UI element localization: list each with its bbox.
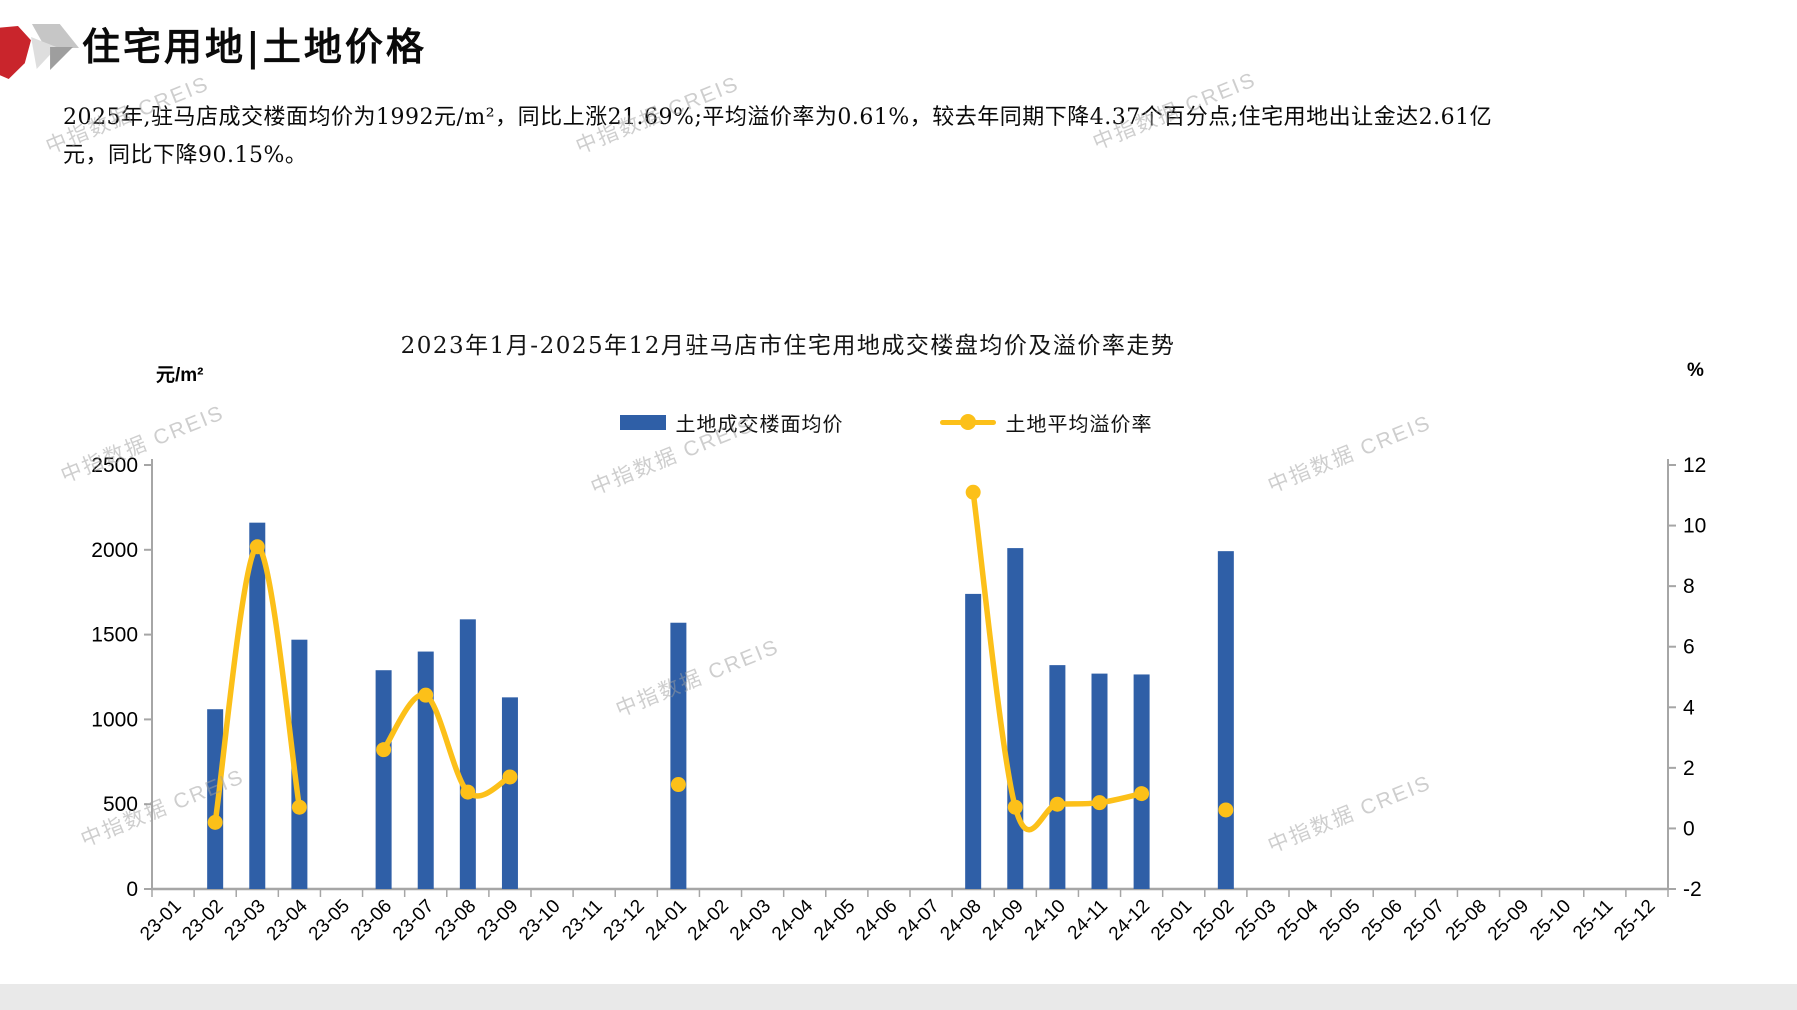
line-marker-23-04 [291,799,307,815]
x-axis-label: 23-08 [431,896,480,945]
bar-23-06 [375,670,392,889]
line-marker-icon [959,414,976,430]
left-axis-unit-label: 元/m² [156,365,204,386]
x-axis-label: 25-02 [1189,896,1238,945]
line-marker-25-02 [1218,802,1234,818]
left-axis-tick-label: 0 [126,878,138,901]
bar-23-08 [459,619,476,889]
footer-bar [0,984,1797,1010]
line-marker-24-01 [670,777,686,793]
x-axis-label: 25-10 [1526,896,1575,945]
x-axis-label: 24-09 [979,896,1028,945]
bar-23-04 [291,639,308,889]
chart-legend: 土地成交楼面均价 土地平均溢价率 [0,408,1772,437]
x-axis-label: 25-09 [1484,896,1533,945]
line-marker-23-06 [376,742,392,758]
right-axis-tick-label: -2 [1683,878,1702,901]
x-axis-label: 23-06 [347,896,396,945]
bar-25-02 [1217,551,1234,889]
x-axis-label: 24-07 [894,896,943,945]
left-axis-tick-label: 1000 [91,708,138,731]
x-axis-label: 23-07 [389,896,438,945]
right-axis-unit-label: % [1687,360,1704,381]
x-axis-label: 24-03 [726,896,775,945]
bar-23-07 [417,651,434,889]
x-axis-label: 24-10 [1021,896,1070,945]
x-axis-label: 23-05 [305,896,354,945]
chart-title: 2023年1月-2025年12月驻马店市住宅用地成交楼盘均价及溢价率走势 [400,333,1176,359]
x-axis-label: 24-08 [936,896,985,945]
line-series-swatch-icon [939,414,996,430]
x-axis-label: 25-12 [1610,896,1659,945]
x-axis-label: 24-05 [810,896,859,945]
bar-23-09 [501,697,518,889]
bar-series-label: 土地成交楼面均价 [675,411,844,436]
x-axis-label: 23-09 [473,896,522,945]
left-axis-tick-label: 2500 [91,454,138,477]
line-marker-23-09 [502,769,518,785]
line-series-label: 土地平均溢价率 [1005,411,1153,436]
x-axis-label: 24-06 [852,896,901,945]
x-axis-label: 23-10 [515,896,564,945]
right-axis-tick-label: 6 [1683,636,1695,659]
line-marker-23-08 [460,784,476,800]
x-axis-label: 23-01 [136,896,185,945]
right-axis-tick-label: 4 [1683,696,1695,719]
bar-24-09 [1007,548,1024,889]
x-axis-label: 24-04 [768,895,818,945]
premium-rate-line [380,691,513,799]
x-axis-label: 25-04 [1273,895,1323,945]
left-axis-tick-label: 2000 [91,539,138,562]
summary-paragraph: 2025年,驻马店成交楼面均价为1992元/m²，同比上涨21.69%;平均溢价… [63,105,1493,168]
line-marker-24-09 [1007,799,1023,815]
x-axis-label: 25-11 [1569,896,1617,944]
bar-24-08 [965,593,982,889]
right-axis-tick-label: 8 [1683,575,1695,598]
line-marker-24-10 [1049,796,1065,812]
legend-item-bar-series: 土地成交楼面均价 [619,408,844,437]
x-axis-label: 23-02 [178,896,227,945]
bar-23-02 [207,709,224,889]
line-marker-23-03 [249,539,265,555]
x-axis-label: 23-03 [221,896,270,945]
x-axis-label: 25-08 [1442,896,1491,945]
right-axis-tick-label: 12 [1683,454,1706,477]
bar-24-10 [1049,665,1066,889]
x-axis-label: 25-06 [1358,896,1407,945]
left-axis-tick-label: 1500 [91,624,138,647]
x-axis-label: 23-12 [600,896,649,945]
x-axis-label: 25-01 [1147,896,1196,945]
creis-logo [0,24,88,80]
line-marker-24-12 [1134,786,1150,802]
x-axis-label: 25-05 [1315,896,1364,945]
right-axis-tick-label: 2 [1683,757,1695,780]
line-marker-23-02 [207,814,223,830]
left-axis-tick-label: 500 [103,793,138,816]
x-axis-label: 24-01 [642,896,691,945]
x-axis-label: 24-12 [1105,896,1154,945]
right-axis-tick-label: 0 [1683,817,1695,840]
x-axis-label: 23-11 [558,896,606,944]
x-axis-label: 25-03 [1231,896,1280,945]
bar-23-03 [249,522,266,889]
bar-series-swatch-icon [619,414,666,430]
line-marker-24-11 [1092,795,1107,811]
line-marker-24-08 [965,484,981,500]
page-title: 住宅用地|土地价格 [82,24,427,69]
bar-24-01 [670,622,687,889]
right-axis-tick-label: 10 [1683,515,1706,538]
x-axis-label: 24-11 [1064,896,1112,944]
bar-24-11 [1091,673,1108,889]
x-axis-label: 25-07 [1400,896,1449,945]
legend-item-line-series: 土地平均溢价率 [939,408,1153,437]
bar-24-12 [1133,674,1150,889]
line-marker-23-07 [418,687,434,703]
x-axis-label: 23-04 [263,895,313,945]
x-axis-label: 24-02 [684,896,733,945]
